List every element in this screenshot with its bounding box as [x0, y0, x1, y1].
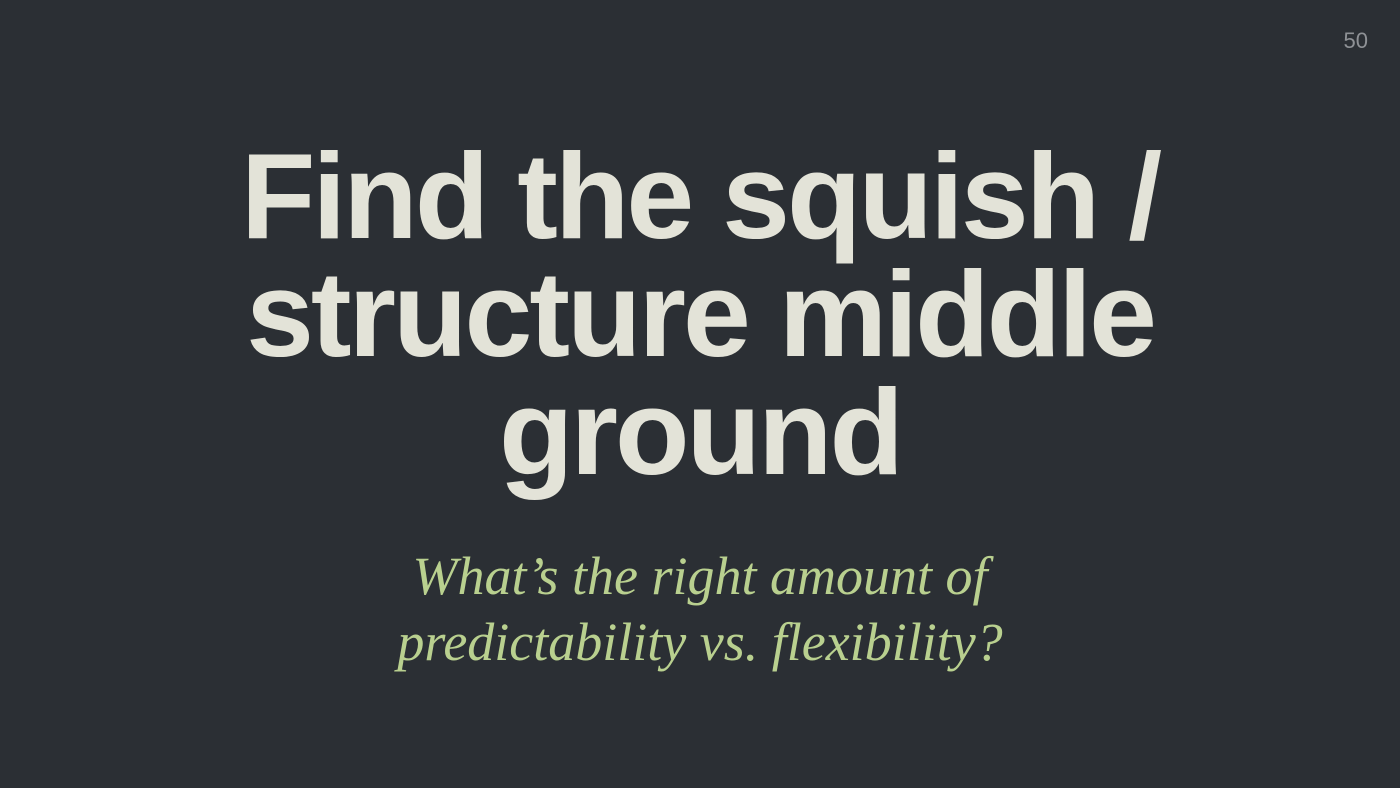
page-number: 50	[1343, 28, 1368, 53]
subtitle-line: predictability vs. flexibility?	[397, 612, 1003, 672]
subtitle-line: What’s the right amount of	[412, 546, 988, 606]
title-line: Find the squish /	[240, 128, 1162, 264]
title-line: structure middle	[246, 246, 1157, 382]
slide-title: Find the squish / structure middle groun…	[0, 128, 1400, 500]
title-line: ground	[498, 364, 904, 500]
slide-subtitle: What’s the right amount of predictabilit…	[0, 543, 1400, 675]
